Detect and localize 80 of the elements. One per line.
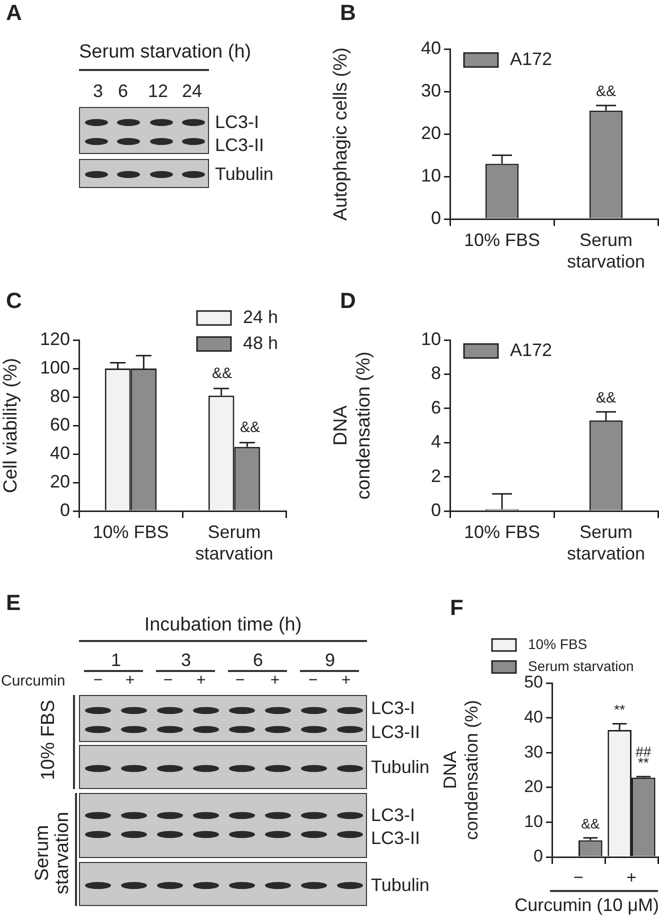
x-tick-label: Serum starvation: [566, 522, 646, 564]
y-tick-label: 30: [420, 80, 441, 100]
y-tick-label: 10: [420, 165, 441, 186]
legend-label: A172: [510, 340, 552, 360]
text: Incubation time (h): [144, 614, 302, 636]
chart-title: D: [340, 288, 356, 313]
chart-title: C: [6, 288, 22, 313]
annotation: &&: [596, 389, 616, 406]
y-tick-label: 6: [430, 397, 441, 418]
y-tick-label: 20: [420, 122, 441, 143]
y-tick-label: 40: [420, 38, 441, 58]
text: LC3-I: [371, 805, 416, 825]
text: +: [125, 672, 135, 689]
text: +: [341, 672, 351, 689]
text: Curcumin: [1, 672, 66, 690]
legend-label: A172: [510, 48, 552, 69]
text: 12: [148, 81, 168, 101]
y-tick-label: 0: [430, 500, 441, 520]
y-tick-label: 120: [40, 328, 70, 349]
text: 6: [252, 650, 264, 670]
y-axis-title: DNA condensation (%): [330, 352, 374, 500]
text: LC3-I: [215, 112, 260, 132]
legend-label: 10% FBS: [528, 636, 588, 652]
y-axis-title: DNA condensation (%): [440, 700, 482, 840]
text: LC3-II: [371, 722, 420, 742]
text: LC3-II: [215, 135, 264, 155]
x-axis-title: Curcumin (10 μM): [514, 895, 659, 915]
text: +: [196, 672, 206, 689]
annotation: &&: [596, 83, 616, 100]
text: Tubulin: [371, 875, 430, 895]
text: Tubulin: [371, 757, 430, 777]
y-tick-label: 0: [534, 846, 543, 866]
text: 24: [182, 81, 202, 101]
text: 6: [118, 81, 128, 101]
text: −: [93, 672, 103, 689]
text: LC3-I: [371, 698, 416, 718]
text: LC3-II: [371, 828, 420, 848]
y-tick-label: 50: [524, 672, 543, 692]
text: −: [235, 672, 245, 689]
text: Tubulin: [215, 164, 274, 184]
text: E: [6, 590, 21, 615]
annotation: &&: [212, 365, 232, 382]
y-tick-label: 4: [430, 432, 441, 452]
text: 9: [324, 650, 336, 670]
x-tick-label: 10% FBS: [92, 522, 169, 542]
y-tick-label: 0: [430, 208, 441, 228]
x-tick-label: Serum starvation: [195, 522, 274, 564]
legend-label: 48 h: [243, 332, 278, 353]
y-tick-label: 20: [50, 471, 70, 492]
y-tick-label: 80: [50, 386, 70, 406]
text: A: [6, 0, 22, 25]
y-tick-label: 40: [50, 442, 70, 463]
y-tick-label: 10: [524, 812, 543, 831]
x-tick-label: 10% FBS: [464, 522, 540, 542]
annotation: **: [614, 702, 626, 718]
text: −: [308, 672, 318, 689]
chart-title: F: [450, 595, 464, 620]
text: −: [163, 672, 173, 689]
y-tick-label: 100: [40, 357, 70, 378]
y-axis-title: Cell viability (%): [0, 358, 22, 494]
y-tick-label: 2: [430, 466, 441, 486]
y-tick-label: 0: [60, 500, 70, 520]
y-tick-label: 8: [430, 363, 441, 384]
annotation: &&: [581, 816, 600, 832]
legend-label: 24 h: [243, 306, 278, 327]
y-tick-label: 20: [524, 777, 543, 796]
text: +: [270, 672, 280, 689]
text: 3: [180, 650, 192, 670]
y-tick-label: 40: [524, 707, 543, 726]
text: 10% FBS: [38, 698, 59, 782]
chart-title: B: [340, 0, 356, 25]
text: 3: [92, 81, 104, 101]
y-tick-label: 60: [50, 414, 70, 434]
legend-label: Serum starvation: [528, 658, 634, 674]
y-axis-title: Autophagic cells (%): [330, 47, 352, 221]
y-tick-label: 30: [524, 742, 543, 762]
text: 1: [110, 650, 122, 670]
y-tick-label: 10: [420, 328, 441, 349]
annotation: &&: [240, 419, 260, 436]
text: Serum starvation (h): [79, 42, 252, 62]
